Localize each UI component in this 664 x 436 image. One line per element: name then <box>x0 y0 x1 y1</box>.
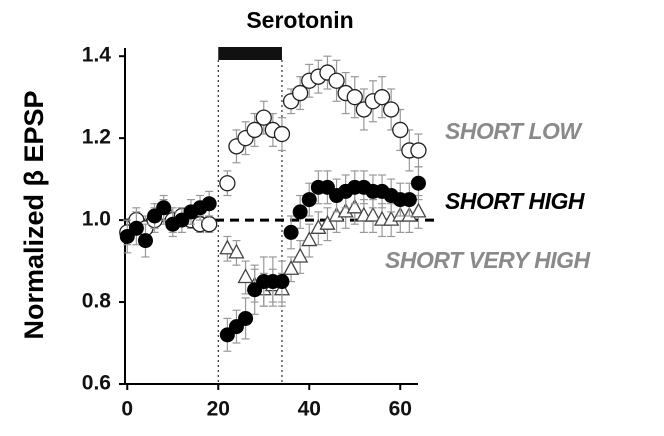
point <box>137 233 153 249</box>
series-label: SHORT HIGH <box>445 188 585 214</box>
drug-label: Serotonin <box>246 7 353 33</box>
point <box>237 268 254 284</box>
point <box>346 89 363 106</box>
y-tick-label: 1.2 <box>82 126 111 149</box>
point <box>410 202 427 218</box>
point <box>292 84 309 102</box>
x-tick-label: 20 <box>207 398 230 421</box>
x-tick-label: 0 <box>121 398 133 421</box>
point <box>383 101 400 118</box>
point <box>128 220 144 236</box>
y-tick-label: 1.4 <box>82 44 112 67</box>
point <box>246 121 263 139</box>
series-label: SHORT VERY HIGH <box>385 247 591 273</box>
point <box>156 200 172 216</box>
point <box>392 121 409 139</box>
y-tick-label: 0.6 <box>82 372 111 395</box>
y-tick-label: 1.0 <box>82 208 111 231</box>
point <box>219 239 236 255</box>
point <box>364 206 382 222</box>
point <box>274 274 290 290</box>
x-tick-label: 40 <box>298 398 321 421</box>
point <box>410 142 427 159</box>
drug-bar <box>218 47 282 60</box>
point <box>373 89 391 106</box>
point <box>328 72 345 89</box>
point <box>255 109 272 126</box>
point <box>292 204 308 220</box>
series-label: SHORT LOW <box>445 118 583 144</box>
point <box>319 214 336 230</box>
point <box>238 310 254 326</box>
point <box>219 175 236 192</box>
point <box>401 192 417 208</box>
y-tick-label: 0.8 <box>82 290 112 313</box>
y-axis-label: Normalized β EPSP <box>19 90 49 339</box>
point <box>301 192 317 208</box>
point <box>410 175 426 191</box>
point <box>292 247 309 263</box>
point <box>282 259 300 275</box>
point <box>273 125 291 143</box>
point <box>301 231 318 247</box>
point <box>283 224 299 240</box>
x-tick-label: 60 <box>389 398 412 421</box>
point <box>346 198 363 214</box>
point <box>228 243 245 259</box>
point <box>201 196 217 212</box>
point <box>201 216 218 233</box>
